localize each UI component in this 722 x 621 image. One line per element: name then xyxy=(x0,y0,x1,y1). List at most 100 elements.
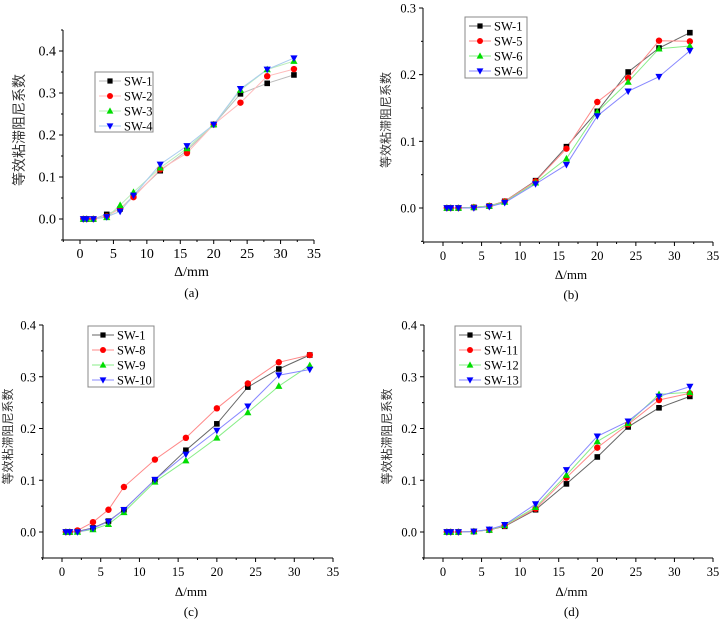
legend-marker xyxy=(106,123,114,130)
data-point xyxy=(306,361,314,369)
data-point xyxy=(213,405,221,412)
data-point xyxy=(447,205,455,212)
data-point xyxy=(655,393,663,401)
legend-marker xyxy=(467,347,473,353)
data-point xyxy=(116,201,124,208)
x-tick-label: 25 xyxy=(630,249,643,263)
chart-panel-b: 0 5 10 15 20 25 30 35 0.0 0.1 0.2 0.3 Δ/mm 等效粘滞阻尼系数 (b… xyxy=(378,2,719,303)
data-point xyxy=(624,88,632,96)
data-point xyxy=(291,72,297,78)
y-tick-label: 0.3 xyxy=(39,87,57,102)
markers-sw-6 xyxy=(443,47,694,212)
y-tick-label: 0.1 xyxy=(401,474,417,488)
legend-label: SW-2 xyxy=(124,89,152,103)
y-tick-label: 0.2 xyxy=(400,68,416,82)
x-tick-label: 5 xyxy=(110,247,117,262)
data-point xyxy=(237,91,244,97)
data-point xyxy=(276,366,282,372)
data-point xyxy=(129,192,138,200)
chart-panel-c: 0 5 10 15 20 25 30 35 0.0 0.1 0.2 0.3 0.4 Δ/mm 等效粘滞阻尼系… xyxy=(0,319,339,620)
data-point xyxy=(290,55,298,62)
legend-label: SW-11 xyxy=(484,343,518,357)
markers-sw-1 xyxy=(444,393,693,535)
data-point xyxy=(244,403,252,411)
x-tick-label: 30 xyxy=(668,565,681,579)
data-point xyxy=(593,437,601,445)
data-point xyxy=(624,74,632,82)
legend-label: SW-12 xyxy=(484,358,519,372)
legend-label: SW-4 xyxy=(124,119,153,133)
data-point xyxy=(447,529,455,536)
data-point xyxy=(306,366,314,374)
data-point xyxy=(275,372,283,379)
data-point xyxy=(624,418,632,426)
x-tick-label: 25 xyxy=(240,247,254,262)
data-point xyxy=(245,384,251,390)
data-point xyxy=(531,501,540,508)
data-point xyxy=(237,99,244,106)
y-tick-label: 0.0 xyxy=(400,202,416,216)
series-line xyxy=(446,392,691,533)
x-tick-label: 15 xyxy=(173,247,187,262)
legend-label: SW-1 xyxy=(117,328,145,342)
data-point xyxy=(624,78,632,85)
data-point xyxy=(213,434,221,441)
data-point xyxy=(275,382,283,389)
data-point xyxy=(183,149,191,157)
x-tick-label: 15 xyxy=(552,565,565,579)
data-point xyxy=(120,506,128,514)
legend-label: SW-8 xyxy=(117,343,145,357)
x-tick-label: 20 xyxy=(591,565,604,579)
chart-panel-d: 0 5 10 15 20 25 30 35 0.0 0.1 0.2 0.3 0.4 Δ/mm 等效粘滞阻尼系… xyxy=(379,319,719,620)
legend-label: SW-6 xyxy=(494,49,522,63)
data-point xyxy=(686,383,694,391)
data-point xyxy=(116,208,124,216)
y-tick-label: 0.4 xyxy=(401,319,417,333)
data-point xyxy=(183,143,191,150)
legend-marker xyxy=(476,68,484,75)
x-tick-label: 5 xyxy=(478,249,484,263)
x-tick-label: 0 xyxy=(440,249,446,263)
x-tick-label: 35 xyxy=(307,247,321,262)
x-tick-label: 30 xyxy=(274,247,288,262)
data-point xyxy=(151,456,159,463)
data-point xyxy=(563,481,570,487)
panel-caption: (b) xyxy=(563,287,578,302)
data-point xyxy=(562,154,571,162)
data-point xyxy=(182,451,190,459)
legend-marker xyxy=(467,332,473,338)
x-tick-label: 0 xyxy=(59,565,65,579)
y-tick-label: 0.0 xyxy=(401,526,417,540)
data-point xyxy=(306,351,313,359)
markers-sw-10 xyxy=(62,366,314,536)
legend-marker xyxy=(106,107,114,114)
data-point xyxy=(151,476,159,484)
panel-caption: (d) xyxy=(564,604,579,619)
data-point xyxy=(290,65,298,73)
data-point xyxy=(120,483,128,491)
x-tick-label: 20 xyxy=(207,247,221,262)
y-tick-label: 0.2 xyxy=(20,422,36,436)
legend-marker xyxy=(466,361,474,368)
x-tick-label: 5 xyxy=(98,565,104,579)
y-tick-label: 0.0 xyxy=(20,526,36,540)
legend-marker xyxy=(99,361,107,368)
legend-label: SW-1 xyxy=(484,328,512,342)
data-point xyxy=(182,434,190,442)
data-point xyxy=(183,447,189,454)
x-tick-label: 10 xyxy=(133,565,146,579)
data-point xyxy=(66,529,74,536)
data-point xyxy=(594,454,601,460)
data-point xyxy=(182,456,190,464)
legend-marker xyxy=(477,38,483,44)
y-tick-label: 0.2 xyxy=(401,422,417,436)
x-tick-label: 30 xyxy=(668,249,681,263)
data-point xyxy=(236,86,245,93)
data-point xyxy=(531,181,540,188)
data-point xyxy=(655,37,663,44)
x-tick-label: 35 xyxy=(707,249,720,263)
legend-marker xyxy=(107,93,113,99)
data-point xyxy=(264,80,270,87)
data-point xyxy=(89,525,97,533)
legend-label: SW-1 xyxy=(124,74,152,88)
